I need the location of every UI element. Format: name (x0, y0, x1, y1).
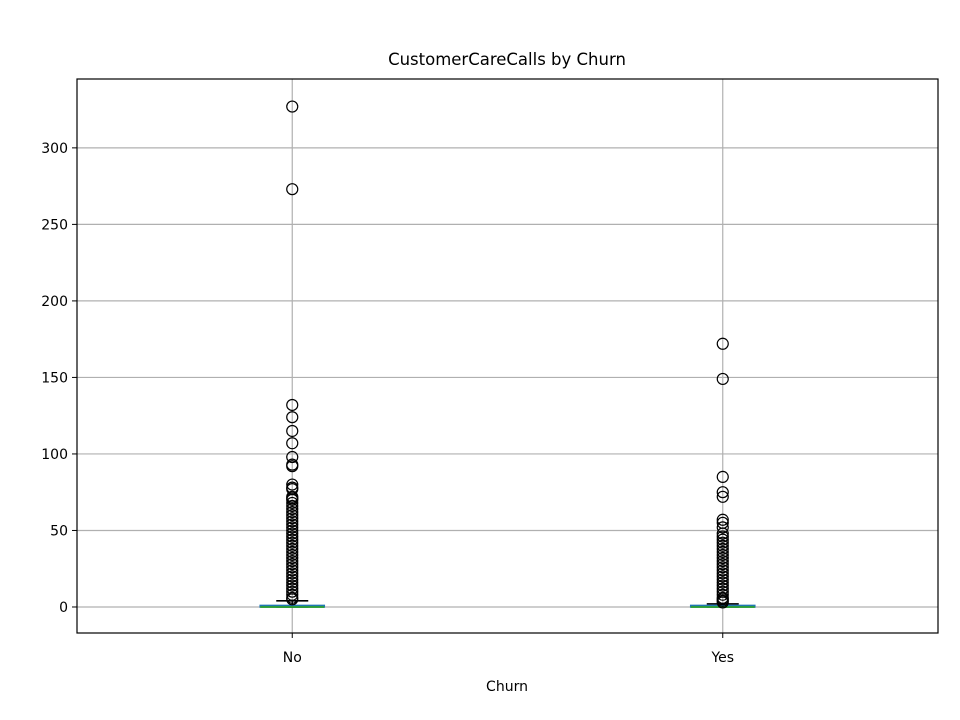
x-axis-label: Churn (486, 679, 528, 695)
outlier-point (286, 100, 299, 113)
outlier-point (286, 588, 299, 601)
outlier-point (716, 596, 729, 609)
y-tick-label: 250 (41, 217, 68, 233)
outlier-point (286, 515, 299, 528)
boxplots (259, 100, 756, 609)
outlier-point (716, 542, 729, 555)
outlier-point (286, 183, 299, 196)
outlier-point (716, 490, 729, 503)
axis-ticks: 0 50 100 150 200 250 300 No Yes (41, 141, 734, 666)
outlier-point (286, 509, 299, 522)
outlier-point (716, 372, 729, 386)
y-tick-label: 150 (41, 370, 68, 386)
outlier-point (286, 564, 299, 577)
outlier-point (716, 570, 729, 583)
outlier-point (716, 588, 729, 601)
outlier-point (716, 539, 729, 552)
outlier-point (286, 496, 299, 510)
y-tick-label: 50 (50, 523, 68, 539)
y-tick-label: 200 (41, 294, 68, 310)
outlier-point (716, 551, 729, 565)
y-tick-label: 300 (41, 141, 68, 157)
outlier-point (286, 521, 299, 534)
outlier-point (286, 505, 299, 519)
outlier-point (716, 561, 729, 574)
x-tick-label: Yes (710, 650, 734, 666)
outlier-point (716, 545, 729, 558)
outlier-point (716, 513, 729, 526)
outlier-point (286, 460, 299, 473)
outlier-point (286, 524, 299, 537)
outlier-point (286, 567, 299, 580)
outlier-point (716, 486, 729, 499)
outlier-point (286, 424, 299, 438)
y-tick-label: 0 (59, 600, 68, 616)
outlier-point (286, 530, 299, 543)
outlier-point (286, 561, 299, 574)
chart-title: CustomerCareCalls by Churn (388, 50, 626, 69)
outlier-point (716, 579, 729, 592)
outlier-point (716, 564, 729, 577)
outlier-point (716, 470, 729, 484)
outlier-point (716, 521, 729, 534)
outlier-point (286, 542, 299, 555)
outlier-point (286, 551, 299, 565)
outlier-point (716, 533, 729, 546)
outlier-point (286, 450, 299, 464)
outlier-point (286, 593, 299, 606)
outlier-point (286, 545, 299, 558)
y-tick-label: 100 (41, 447, 68, 463)
outlier-point (716, 530, 729, 543)
outlier-point (286, 527, 299, 540)
outlier-point (286, 478, 299, 491)
outlier-point (716, 536, 729, 549)
outlier-point (286, 398, 299, 412)
outlier-point (286, 411, 299, 424)
outlier-point (286, 502, 299, 516)
outlier-point (286, 585, 299, 598)
outlier-point (286, 536, 299, 549)
outlier-point (286, 548, 299, 562)
outlier-point (286, 579, 299, 592)
outlier-point (716, 337, 729, 350)
outlier-point (286, 539, 299, 552)
grid (77, 79, 938, 633)
outlier-point (716, 567, 729, 580)
outlier-point (716, 573, 729, 586)
outlier-point (716, 554, 729, 568)
outlier-point (716, 527, 729, 540)
outlier-point (286, 512, 299, 525)
outlier-point (716, 548, 729, 562)
x-tick-label: No (283, 650, 302, 666)
outlier-point (286, 533, 299, 546)
outlier-point (286, 573, 299, 586)
outlier-point (286, 518, 299, 531)
outlier-point (286, 558, 299, 571)
outlier-point (286, 437, 299, 450)
outlier-point (286, 499, 299, 513)
outlier-point (286, 493, 299, 506)
outlier-point (286, 554, 299, 568)
plot-area-frame (76, 78, 939, 634)
outlier-point (716, 576, 729, 589)
outlier-point (286, 570, 299, 583)
outlier-point (716, 558, 729, 571)
outlier-point (286, 576, 299, 589)
